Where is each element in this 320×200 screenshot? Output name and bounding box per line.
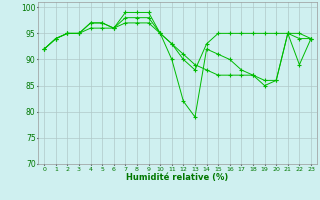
X-axis label: Humidité relative (%): Humidité relative (%) [126, 173, 229, 182]
